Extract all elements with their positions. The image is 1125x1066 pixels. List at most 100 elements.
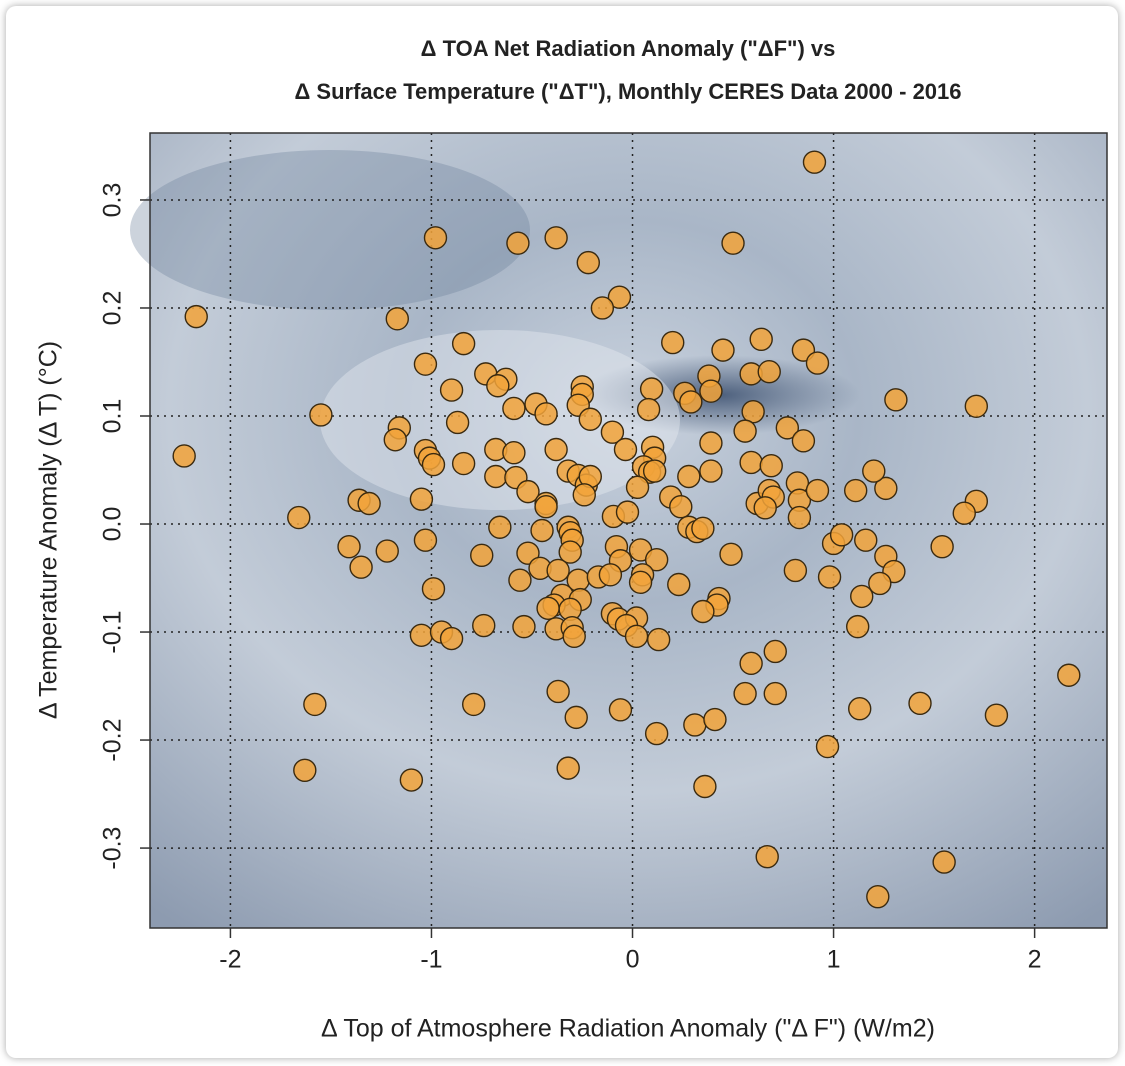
point [502, 441, 526, 465]
points [172, 150, 1081, 909]
point [421, 577, 446, 601]
point [461, 692, 486, 717]
x-tick-label: -2 [219, 946, 241, 974]
point [661, 330, 685, 355]
point [534, 402, 558, 426]
point [646, 627, 671, 652]
point [644, 547, 669, 572]
point [385, 307, 409, 331]
point [848, 697, 872, 721]
point [639, 377, 664, 401]
point [787, 505, 812, 530]
point [484, 464, 508, 489]
point [739, 450, 763, 475]
point [874, 476, 898, 501]
point [719, 542, 743, 566]
point [383, 428, 407, 452]
point [667, 572, 691, 597]
point [625, 475, 650, 499]
point [508, 568, 532, 592]
point [699, 459, 723, 483]
point [544, 437, 568, 462]
point [884, 388, 908, 412]
point [669, 495, 693, 519]
point [679, 390, 703, 414]
point [506, 231, 530, 255]
x-tick-label: 2 [1028, 946, 1042, 974]
point [691, 516, 715, 541]
point [578, 407, 603, 431]
point [470, 543, 494, 568]
background-texture [130, 150, 530, 310]
chart-title: Δ TOA Net Radiation Anomaly ("ΔF") vs [421, 36, 836, 61]
point [759, 453, 783, 478]
point [486, 374, 510, 398]
point [607, 285, 632, 309]
point [721, 231, 745, 255]
point [845, 614, 870, 639]
point [854, 528, 878, 552]
point [753, 496, 777, 520]
point [802, 150, 827, 174]
point [590, 296, 615, 320]
point [556, 756, 580, 780]
point [691, 599, 715, 624]
point [287, 505, 311, 530]
point [763, 639, 787, 664]
point [763, 681, 787, 706]
point [413, 352, 438, 376]
point [534, 495, 558, 519]
x-axis-label: Δ Top of Atmosphere Radiation Anomaly ("… [321, 1015, 935, 1043]
point [628, 570, 653, 595]
x-tick-label: 1 [827, 946, 841, 974]
y-tick-label: 0.1 [99, 399, 127, 434]
point [558, 540, 582, 564]
point [644, 721, 669, 746]
point [984, 703, 1009, 727]
point [502, 396, 526, 421]
point [516, 479, 540, 504]
point [1057, 663, 1081, 687]
point [775, 416, 800, 440]
point [683, 713, 707, 737]
chart-subtitle: Δ Surface Temperature ("ΔT"), Monthly CE… [294, 79, 961, 104]
point [172, 444, 196, 468]
point [741, 399, 765, 424]
point [908, 691, 932, 716]
point [711, 338, 735, 362]
point [624, 624, 649, 649]
point [309, 403, 333, 427]
point [337, 535, 361, 559]
plot-background [150, 133, 1107, 928]
point [546, 558, 570, 583]
point [349, 555, 373, 579]
point [409, 623, 434, 647]
point [375, 539, 399, 563]
point [613, 437, 638, 462]
point [868, 571, 892, 596]
point [576, 250, 600, 275]
point [572, 483, 596, 507]
point [699, 431, 723, 455]
point [677, 464, 701, 489]
point [421, 452, 446, 477]
point [829, 523, 854, 547]
point [544, 226, 568, 250]
point [615, 500, 640, 524]
point [755, 845, 779, 869]
point [512, 614, 536, 639]
point [303, 692, 327, 717]
point [184, 304, 208, 329]
point [815, 734, 840, 759]
point [546, 679, 570, 704]
point [703, 707, 727, 732]
point [932, 850, 956, 874]
point [866, 884, 890, 909]
point [783, 558, 808, 583]
point [805, 351, 830, 375]
y-axis-label: Δ Temperature Anomaly (Δ T) (°C) [35, 341, 63, 719]
point [862, 459, 886, 483]
y-tick-label: -0.2 [99, 719, 127, 762]
